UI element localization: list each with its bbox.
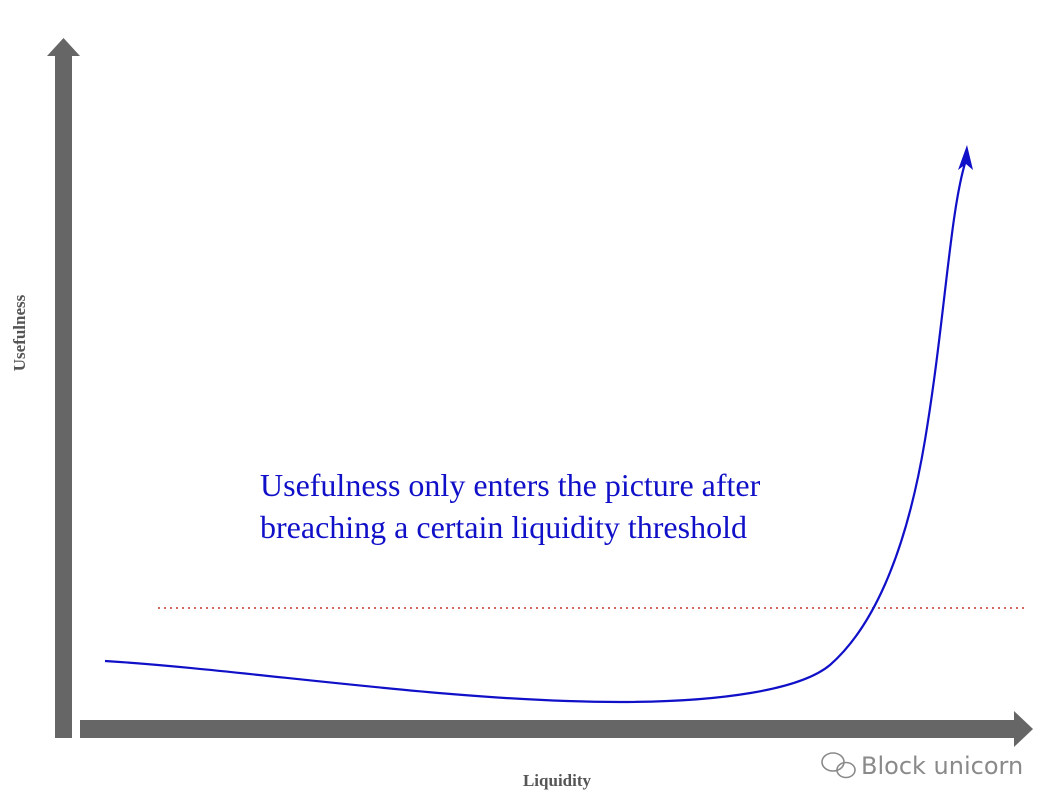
curve-arrowhead [958, 145, 973, 170]
x-axis-arrowhead [1014, 711, 1033, 747]
y-axis-arrowhead [47, 38, 80, 56]
x-axis [80, 720, 1018, 738]
watermark-icon [821, 752, 856, 779]
annotation-line: breaching a certain liquidity threshold [260, 509, 747, 545]
y-axis [55, 52, 72, 738]
y-axis-label: Usefulness [10, 294, 29, 371]
annotation-line: Usefulness only enters the picture after [260, 467, 761, 503]
watermark: Block unicorn [861, 752, 1023, 780]
usefulness-curve [104, 159, 968, 704]
x-axis-label: Liquidity [523, 771, 592, 790]
